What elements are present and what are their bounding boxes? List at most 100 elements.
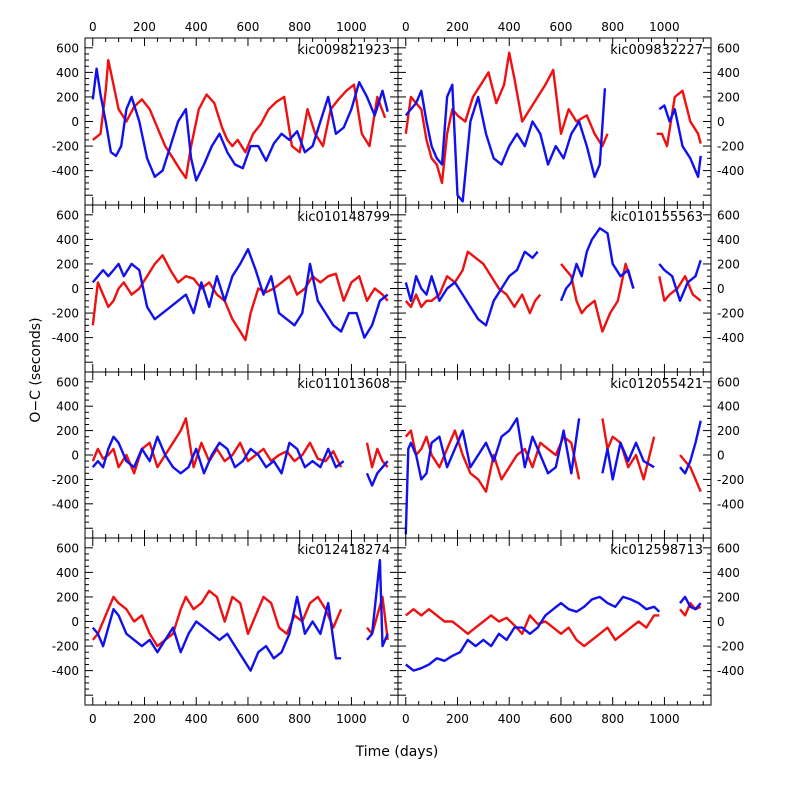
panels-group: kic009821923 -400 -200 0 200 400 600 0 200 400 600…	[52, 20, 744, 726]
x-tick-label: 400	[498, 712, 521, 726]
y-tick-label: -200	[52, 473, 79, 487]
x-tick-label: 800	[288, 712, 311, 726]
panel-frame	[84, 537, 399, 706]
y-tick-label: -200	[717, 140, 744, 154]
y-tick-label: 600	[717, 41, 740, 55]
series-red-line	[92, 58, 387, 180]
x-tick-label: 600	[237, 20, 260, 34]
panel-frame	[84, 371, 399, 539]
x-tick-label: 200	[446, 20, 469, 34]
y-tick-label: -200	[717, 473, 744, 487]
x-tick-label: 400	[498, 20, 521, 34]
panel-kic012055421: kic012055421 -400 -200 0 200 400 600	[397, 371, 744, 539]
y-tick-label: -400	[52, 164, 79, 178]
panel-kic009821923: kic009821923 -400 -200 0 200 400 600 0 200 400 600…	[52, 20, 399, 206]
panel-title: kic011013608	[297, 377, 390, 392]
x-tick-label: 0	[89, 712, 97, 726]
panel-title: kic012598713	[610, 543, 703, 558]
y-tick-label: 0	[71, 282, 79, 296]
series-blue-line	[91, 248, 389, 339]
y-tick-label: 0	[717, 115, 725, 129]
series-red-line	[91, 254, 389, 342]
x-tick-label: 400	[185, 712, 208, 726]
y-tick-label: 600	[56, 41, 79, 55]
x-tick-label: 200	[446, 712, 469, 726]
x-tick-label: 800	[288, 20, 311, 34]
series-blue-line	[404, 83, 702, 203]
x-tick-label: 0	[402, 712, 410, 726]
y-tick-label: 400	[717, 400, 740, 414]
y-tick-label: 600	[56, 541, 79, 555]
y-tick-label: -200	[52, 140, 79, 154]
panel-title: kic012418274	[297, 543, 390, 558]
y-tick-label: -200	[717, 640, 744, 654]
series-red-line	[404, 418, 702, 493]
panel-title: kic010148799	[297, 210, 390, 225]
x-tick-label: 0	[402, 20, 410, 34]
panel-title: kic010155563	[610, 210, 703, 225]
panel-frame	[84, 37, 399, 206]
x-tick-label: 1000	[336, 712, 367, 726]
x-tick-label: 1000	[336, 20, 367, 34]
y-tick-label: 200	[56, 424, 79, 438]
y-tick-label: 400	[56, 66, 79, 80]
x-tick-label: 0	[89, 20, 97, 34]
series-red-line	[404, 51, 702, 185]
y-tick-label: -400	[717, 664, 744, 678]
y-tick-label: -200	[717, 307, 744, 321]
panel-title: kic012055421	[610, 377, 703, 392]
y-tick-label: 600	[56, 375, 79, 389]
panel-frame	[84, 204, 399, 373]
y-tick-label: 200	[717, 90, 740, 104]
y-tick-label: 200	[717, 590, 740, 604]
y-axis-label: O−C (seconds)	[28, 317, 44, 422]
y-tick-label: 0	[71, 449, 79, 463]
y-tick-label: 400	[56, 566, 79, 580]
y-tick-label: -400	[52, 497, 79, 511]
y-tick-label: 400	[717, 66, 740, 80]
y-tick-label: 200	[56, 90, 79, 104]
y-tick-label: -400	[717, 331, 744, 345]
panel-kic009832227: kic009832227 -400 -200 0 200 400 600 0 200 400 600…	[397, 20, 744, 206]
series-red-line	[91, 417, 389, 475]
y-tick-label: 0	[717, 615, 725, 629]
x-tick-label: 1000	[649, 712, 680, 726]
series-blue-line	[91, 67, 389, 182]
x-tick-label: 800	[601, 20, 624, 34]
series-blue-line	[404, 227, 702, 327]
series-blue-line	[404, 417, 702, 535]
y-tick-label: -400	[717, 497, 744, 511]
x-tick-label: 600	[237, 712, 260, 726]
x-tick-label: 1000	[649, 20, 680, 34]
x-tick-label: 800	[601, 712, 624, 726]
y-tick-label: 0	[71, 615, 79, 629]
y-tick-label: 400	[56, 233, 79, 247]
y-tick-label: 200	[56, 590, 79, 604]
y-tick-label: -400	[52, 331, 79, 345]
x-tick-label: 600	[550, 712, 573, 726]
y-tick-label: 600	[717, 208, 740, 222]
y-tick-label: -200	[52, 307, 79, 321]
x-tick-label: 600	[550, 20, 573, 34]
x-axis-label: Time (days)	[355, 744, 439, 760]
y-tick-label: -200	[52, 640, 79, 654]
y-tick-label: -400	[52, 664, 79, 678]
y-tick-label: 400	[717, 566, 740, 580]
y-tick-label: 0	[717, 449, 725, 463]
y-tick-label: 0	[717, 282, 725, 296]
y-tick-label: 0	[71, 115, 79, 129]
panel-frame	[397, 204, 712, 373]
x-tick-label: 400	[185, 20, 208, 34]
panel-kic012598713: kic012598713 -400 -200 0 200 400 600 0 200 400 600…	[397, 537, 744, 726]
panel-kic010155563: kic010155563 -400 -200 0 200 400 600	[397, 204, 744, 373]
series-blue-line	[91, 435, 389, 487]
y-tick-label: 200	[717, 424, 740, 438]
x-tick-label: 200	[133, 20, 156, 34]
y-tick-label: -400	[717, 164, 744, 178]
series-red-line	[404, 250, 702, 333]
y-tick-label: 600	[717, 375, 740, 389]
x-tick-label: 200	[133, 712, 156, 726]
panel-title: kic009832227	[610, 43, 703, 58]
series-blue-line	[91, 558, 389, 672]
series-blue-line	[405, 595, 702, 672]
